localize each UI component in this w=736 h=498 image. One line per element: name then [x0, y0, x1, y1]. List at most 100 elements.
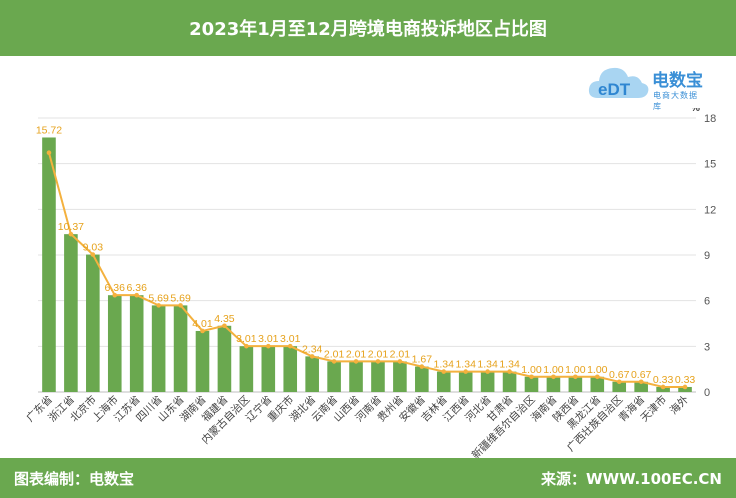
- footer-source: 来源：WWW.100EC.CN: [541, 470, 722, 488]
- data-label: 9.03: [83, 242, 104, 254]
- bar: [524, 376, 539, 392]
- bar: [634, 381, 648, 392]
- data-label: 5.69: [148, 292, 169, 304]
- line-point: [485, 369, 490, 374]
- trend-line: [48, 152, 686, 388]
- data-label: 15.72: [36, 124, 62, 136]
- line-point: [441, 369, 447, 374]
- line-point: [68, 231, 74, 237]
- line-point: [595, 374, 600, 380]
- data-label: 1.00: [587, 364, 608, 376]
- bar: [656, 386, 670, 392]
- line-point: [551, 374, 556, 380]
- line-series: [46, 150, 688, 390]
- data-label: 1.67: [412, 354, 433, 366]
- logo-mark: eDT: [598, 80, 631, 99]
- bar: [415, 366, 429, 392]
- data-label: 3.01: [258, 333, 279, 345]
- bar: [568, 376, 583, 392]
- line-point: [331, 359, 337, 364]
- chart-title: 2023年1月至12月跨境电商投诉地区占比图: [189, 19, 547, 40]
- line-point: [287, 343, 293, 349]
- y-tick-label: 0: [704, 387, 710, 399]
- logo-slogan: 电商大数据库: [653, 91, 698, 111]
- grid-lines: [38, 117, 696, 393]
- y-tick-label: 15: [704, 159, 716, 171]
- data-label: 1.34: [455, 359, 476, 371]
- bar: [195, 330, 210, 392]
- y-tick-label: 9: [704, 250, 710, 262]
- bar: [393, 361, 407, 392]
- line-point: [200, 328, 205, 334]
- y-tick-label: 3: [704, 341, 710, 353]
- data-label: 10.37: [58, 221, 84, 233]
- line-point: [463, 369, 469, 374]
- bar: [42, 137, 56, 392]
- line-point: [156, 303, 161, 308]
- data-label: 1.34: [434, 359, 455, 371]
- line-point: [529, 374, 534, 380]
- bar: [217, 325, 232, 392]
- y-axis: 0 3 6 9 12 15 18%: [691, 108, 716, 399]
- line-point: [660, 384, 666, 390]
- data-label: 6.36: [126, 282, 147, 294]
- data-label: 1.00: [565, 364, 586, 376]
- y-tick-label: 12: [704, 204, 716, 216]
- footer-credit: 图表编制：电数宝: [14, 470, 135, 488]
- data-label: 0.33: [653, 374, 674, 386]
- data-label: 6.36: [105, 282, 126, 294]
- data-label: 2.01: [368, 348, 389, 360]
- bar: [173, 305, 188, 392]
- line-point: [266, 343, 271, 349]
- data-label: 3.01: [280, 333, 301, 345]
- line-point: [397, 359, 403, 364]
- line-point: [419, 364, 425, 369]
- bar-series: [42, 137, 692, 392]
- bar: [546, 376, 561, 392]
- line-point: [222, 323, 227, 329]
- x-tick-label: 海外: [667, 393, 691, 417]
- bar: [590, 376, 605, 392]
- data-label: 1.34: [499, 359, 520, 371]
- bar: [502, 371, 517, 392]
- bar: [261, 346, 276, 392]
- line-point: [616, 379, 622, 385]
- bar: [612, 381, 627, 392]
- data-label: 0.67: [609, 369, 630, 381]
- brand-logo: eDT 电数宝 电商大数据库: [586, 60, 706, 111]
- data-label: 3.01: [236, 333, 257, 345]
- bar: [86, 254, 100, 392]
- line-point: [573, 374, 578, 380]
- data-label: 2.01: [324, 348, 345, 360]
- line-point: [375, 359, 381, 364]
- data-label: 4.01: [192, 318, 213, 330]
- logo-brand: 电数宝: [652, 71, 703, 91]
- bar: [327, 361, 341, 392]
- bar: [305, 356, 319, 392]
- chart-header: 2023年1月至12月跨境电商投诉地区占比图: [0, 0, 736, 56]
- y-tick-label: 18: [704, 113, 716, 125]
- line-point: [244, 343, 249, 349]
- data-label: 0.33: [675, 374, 696, 386]
- bar: [480, 371, 495, 392]
- line-point: [134, 292, 139, 298]
- data-label: 1.00: [543, 364, 564, 376]
- bar: [129, 295, 144, 392]
- line-point: [90, 252, 96, 257]
- line-point: [178, 303, 183, 308]
- bar: [151, 305, 166, 392]
- bar: [458, 371, 473, 392]
- cloud-icon: eDT: [588, 67, 649, 99]
- line-point: [46, 150, 52, 156]
- line-point: [638, 379, 644, 385]
- data-label: 2.34: [302, 343, 323, 355]
- bar: [239, 346, 254, 392]
- data-label: 1.34: [477, 359, 498, 371]
- y-unit-label: %: [691, 108, 700, 114]
- data-label: 2.01: [346, 348, 367, 360]
- bar: [678, 386, 692, 392]
- y-tick-label: 6: [704, 296, 710, 308]
- data-label: 0.67: [631, 369, 652, 381]
